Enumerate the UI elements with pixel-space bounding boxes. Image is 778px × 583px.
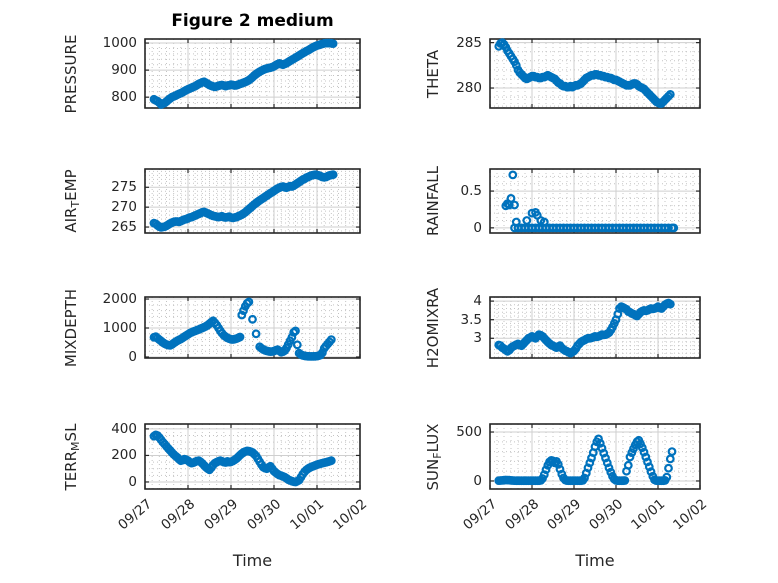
axes-box — [144, 168, 361, 234]
sun-flux-ylabel: SUNFLUX — [424, 423, 444, 490]
major-grid — [490, 39, 700, 108]
terr-msl-ylabel: TERRMSL — [62, 423, 82, 490]
data-markers — [494, 298, 675, 358]
major-grid — [145, 169, 360, 233]
x-axis-label: Time — [575, 551, 615, 570]
terr-msl-ytick-label: 400 — [111, 420, 137, 437]
air-temp-ytick-label: 265 — [111, 219, 137, 236]
axes-box — [144, 423, 361, 490]
figure-title: Figure 2 medium — [171, 11, 334, 31]
data-markers — [149, 38, 338, 109]
theta-ytick-label: 280 — [456, 80, 482, 97]
pressure-ytick-label: 800 — [111, 89, 137, 106]
air-temp-ytick-label: 275 — [111, 179, 137, 196]
data-markers — [494, 38, 675, 108]
terr-msl-ytick-label: 200 — [111, 447, 137, 464]
data-markers — [149, 170, 338, 232]
x-axis-label: Time — [232, 551, 273, 570]
mixdepth-ytick-label: 0 — [128, 348, 137, 365]
air-temp-plot-area — [144, 168, 361, 234]
h2omixra-ytick-label: 3.5 — [460, 311, 482, 328]
rainfall-ytick-label: 0.5 — [460, 183, 482, 200]
terr-msl-ytick-label: 0 — [128, 473, 137, 490]
mixdepth-ytick-label: 2000 — [102, 291, 137, 308]
rainfall-plot-area — [489, 168, 701, 234]
minor-grid — [490, 168, 700, 233]
sun-flux-ytick-label: 500 — [456, 424, 482, 441]
theta-ytick-label: 285 — [456, 34, 482, 51]
data-markers — [149, 430, 336, 487]
air-temp-ytick-label: 270 — [111, 199, 137, 216]
h2omixra-plot-area — [489, 296, 701, 359]
pressure-plot-area — [144, 38, 361, 109]
rainfall-ytick-label: 0 — [473, 219, 482, 236]
h2omixra-ytick-label: 3 — [473, 330, 482, 347]
axes-box — [489, 296, 701, 359]
axes-box — [144, 38, 361, 109]
data-markers — [501, 170, 679, 233]
theta-plot-area — [489, 38, 701, 109]
pressure-ytick-label: 1000 — [102, 35, 137, 52]
axes-box — [144, 296, 361, 359]
h2omixra-ytick-label: 4 — [473, 293, 482, 310]
pressure-ytick-label: 900 — [111, 62, 137, 79]
mixdepth-ytick-label: 1000 — [102, 320, 137, 336]
axes-box — [489, 423, 701, 490]
sun-flux-ytick-label: 0 — [473, 472, 482, 489]
mixdepth-plot-area — [144, 296, 361, 361]
data-markers — [494, 434, 677, 486]
minor-grid — [145, 169, 360, 233]
data-markers — [149, 297, 336, 361]
sun-flux-plot-area — [489, 423, 701, 490]
terr-msl-plot-area — [144, 423, 361, 490]
